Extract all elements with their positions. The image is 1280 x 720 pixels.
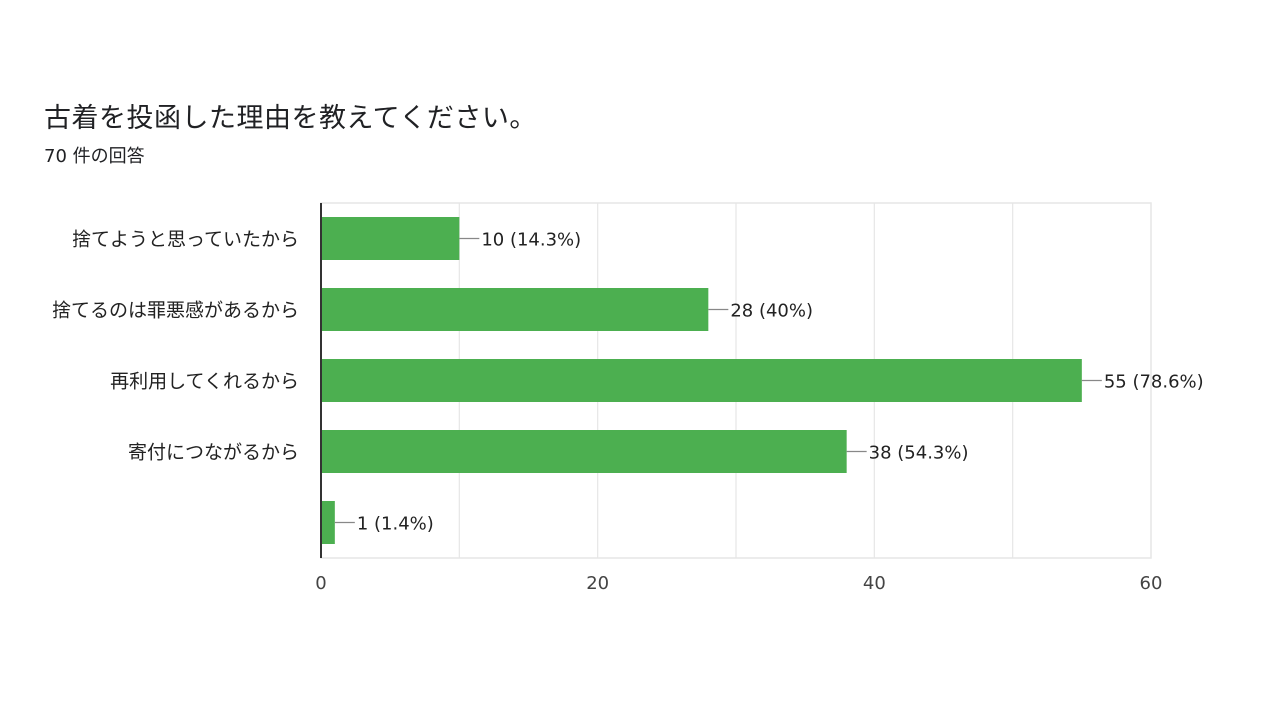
x-tick-label: 20 bbox=[586, 573, 609, 594]
bar bbox=[321, 359, 1082, 402]
category-label: 寄付につながるから bbox=[128, 442, 299, 464]
bar bbox=[321, 501, 335, 544]
response-count: 70 件の回答 bbox=[44, 146, 145, 167]
data-label: 55 (78.6%) bbox=[1104, 372, 1204, 393]
data-label: 10 (14.3%) bbox=[481, 230, 581, 251]
chart-title: 古着を投函した理由を教えてください。 bbox=[44, 103, 537, 134]
data-label: 28 (40%) bbox=[730, 301, 813, 322]
data-label: 38 (54.3%) bbox=[869, 443, 969, 464]
bar bbox=[321, 430, 847, 473]
category-label: 再利用してくれるから bbox=[110, 371, 299, 393]
bar bbox=[321, 288, 709, 331]
bar bbox=[321, 217, 460, 260]
x-tick-label: 60 bbox=[1140, 573, 1163, 594]
category-label: 捨てるのは罪悪感があるから bbox=[52, 300, 299, 322]
x-tick-label: 40 bbox=[863, 573, 886, 594]
data-label: 1 (1.4%) bbox=[357, 514, 434, 535]
category-label: 捨てようと思っていたから bbox=[72, 229, 299, 251]
x-tick-label: 0 bbox=[315, 573, 326, 594]
